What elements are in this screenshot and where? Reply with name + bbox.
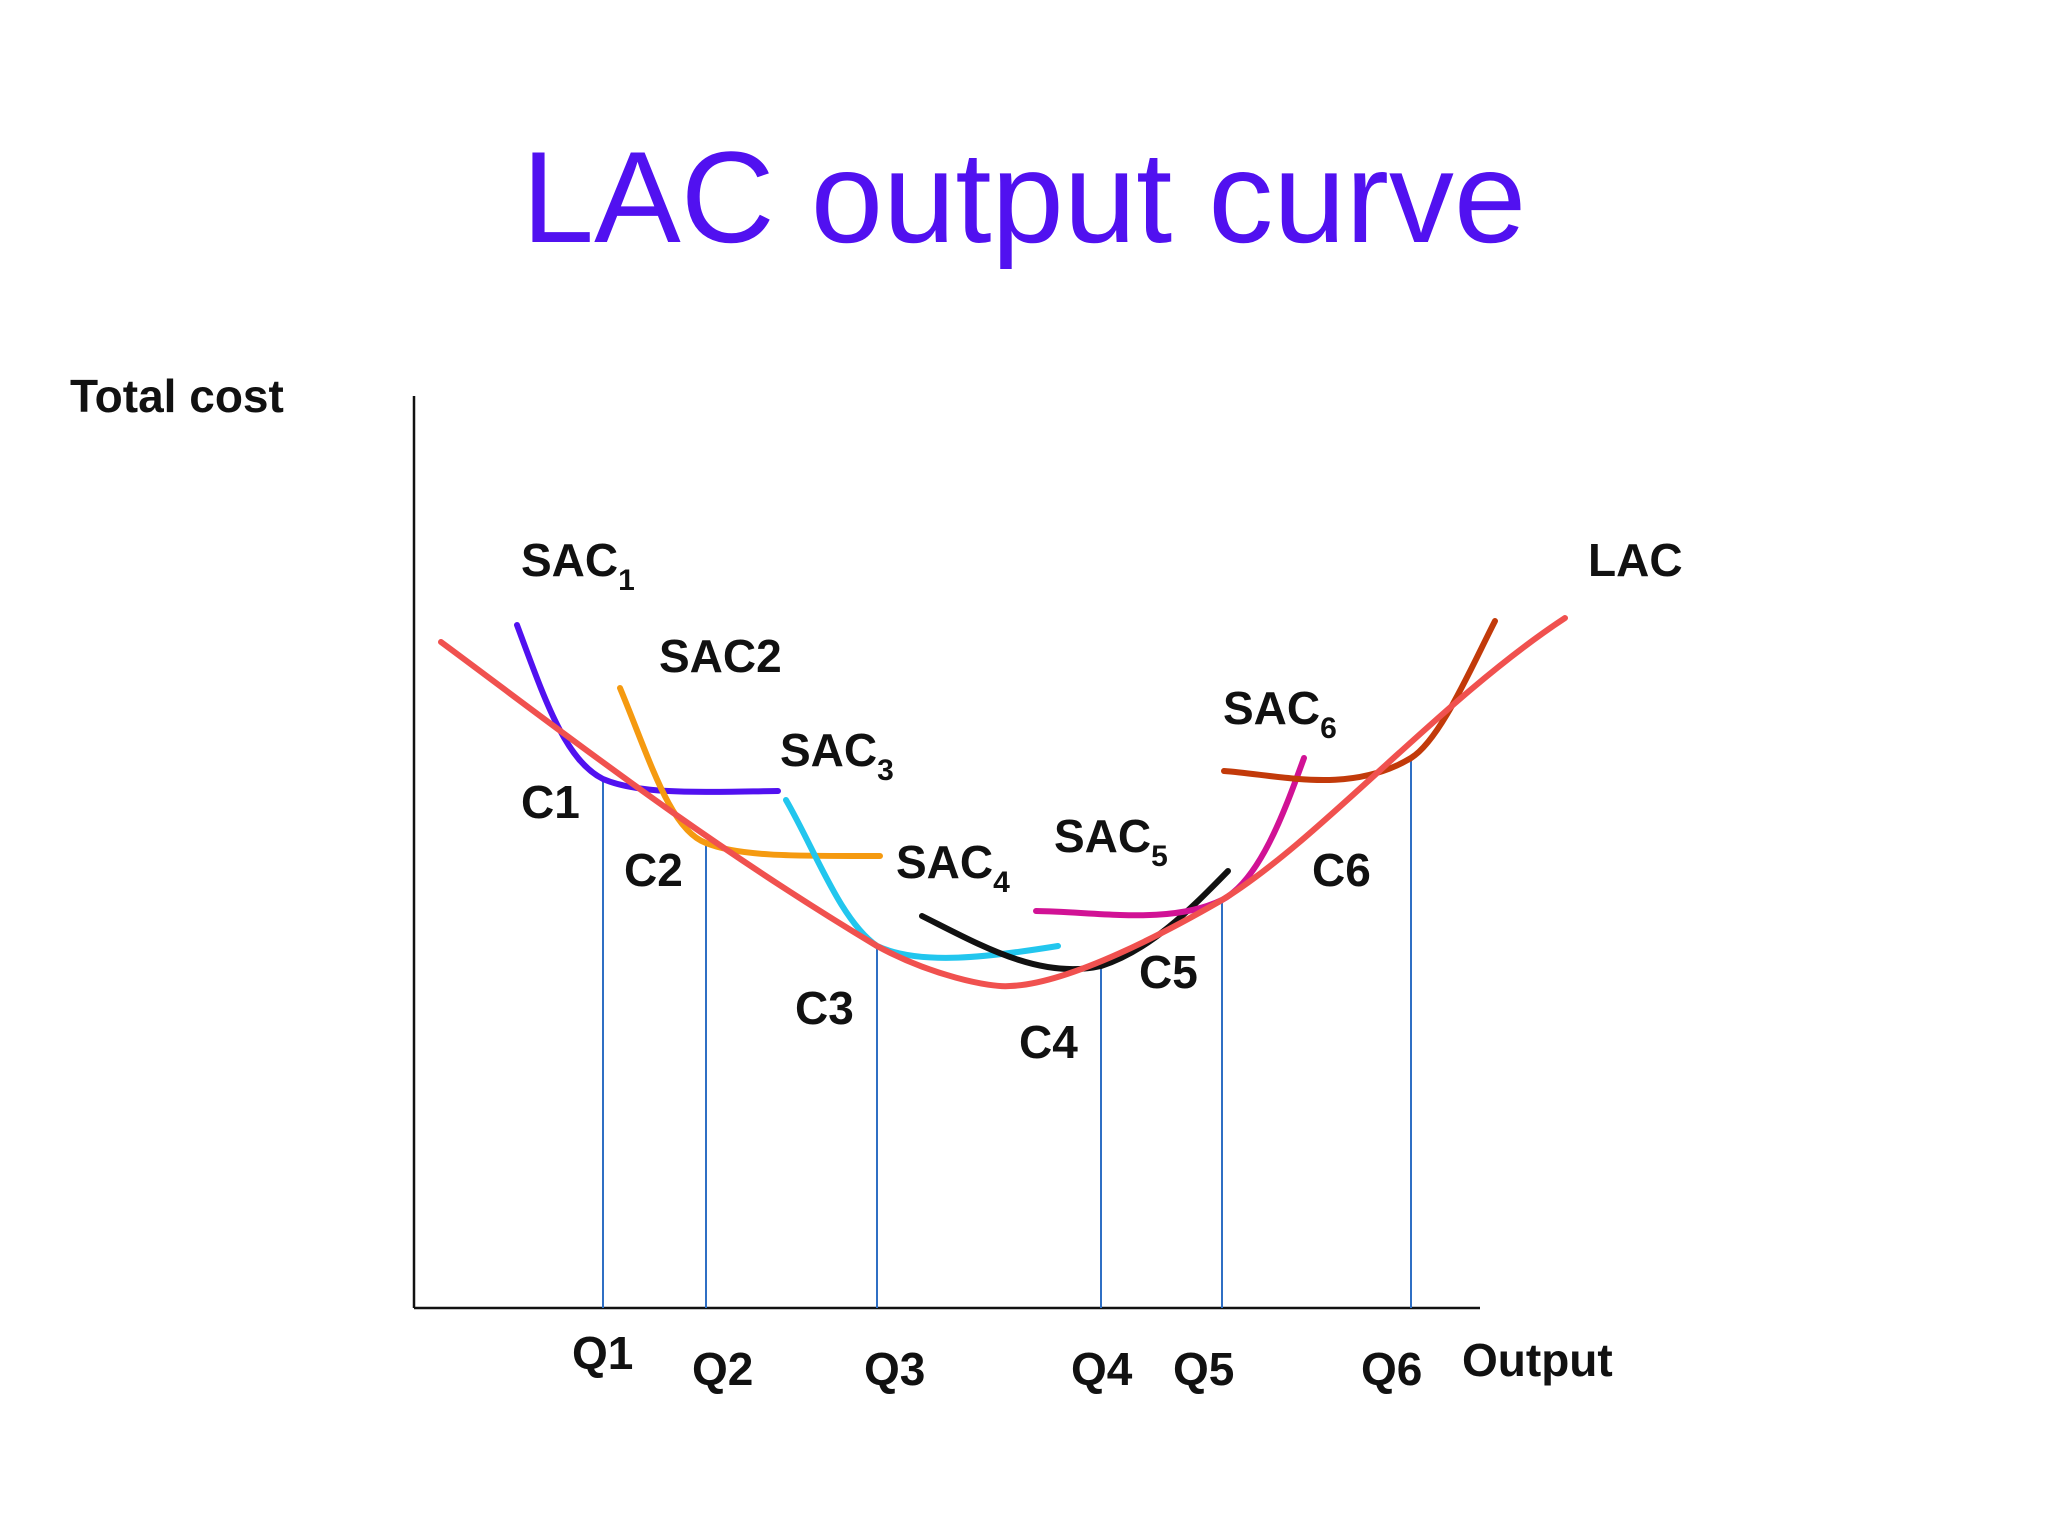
cost-label-c1: C1 [521, 776, 580, 828]
lac-curve [438, 615, 1568, 990]
label-sac2: SAC2 [659, 630, 782, 682]
label-sac5: SAC5 [1054, 810, 1168, 873]
output-label-q4: Q4 [1071, 1343, 1133, 1395]
drop-lines [602, 758, 1412, 1308]
cost-label-c6: C6 [1312, 844, 1371, 896]
label-sac6: SAC6 [1223, 682, 1337, 745]
cost-label-c2: C2 [624, 844, 683, 896]
output-label-q3: Q3 [864, 1343, 925, 1395]
output-label-q5: Q5 [1173, 1343, 1234, 1395]
output-label-q1: Q1 [572, 1327, 633, 1379]
cost-label-c3: C3 [795, 982, 854, 1034]
y-axis-label: Total cost [70, 370, 284, 422]
cost-label-c4: C4 [1019, 1016, 1078, 1068]
output-label-q6: Q6 [1361, 1343, 1422, 1395]
sac6-curve [1221, 618, 1498, 783]
cost-label-c5: C5 [1139, 946, 1198, 998]
x-axis-label: Output [1462, 1334, 1613, 1386]
output-label-q2: Q2 [692, 1343, 753, 1395]
diagram-title: LAC output curve [522, 124, 1526, 270]
label-sac4: SAC4 [896, 836, 1010, 899]
label-lac: LAC [1588, 534, 1683, 586]
label-sac1: SAC1 [521, 534, 635, 597]
sac1-curve [514, 622, 781, 795]
label-sac3: SAC3 [780, 724, 894, 787]
